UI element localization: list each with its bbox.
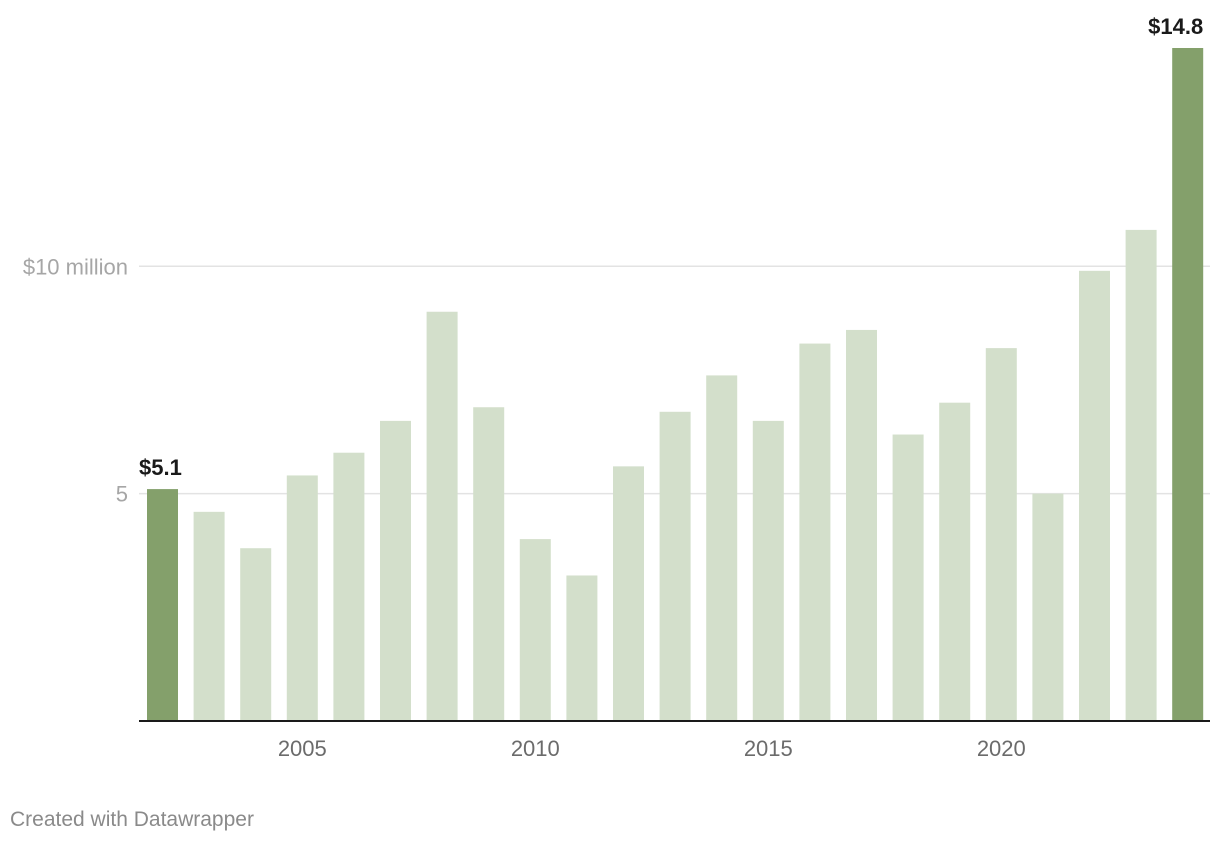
bar-2021 [1032, 493, 1064, 721]
bar-2008 [426, 311, 458, 721]
bar-2016 [799, 343, 831, 721]
x-tick-label: 2010 [511, 736, 560, 761]
bar-2017 [846, 329, 877, 721]
bars [147, 48, 1204, 721]
bar-2005 [286, 475, 318, 721]
bar-2004 [240, 548, 272, 721]
bar-chart: 5 $10 million 2005 2010 2015 2020 $5.1 $14.8 [23, 14, 1210, 761]
bar-2024 [1172, 48, 1204, 721]
bar-2019 [939, 402, 971, 721]
y-tick-label: $10 million [23, 254, 128, 279]
x-tick-label: 2005 [278, 736, 327, 761]
value-label-2002: $5.1 [139, 455, 182, 480]
value-label-2024: $14.8 [1148, 14, 1203, 39]
bar-2023 [1125, 229, 1157, 721]
credit-text: Created with Datawrapper [10, 808, 254, 831]
bar-2018 [892, 434, 924, 721]
y-tick-label: 5 [116, 482, 128, 507]
bar-2010 [519, 539, 551, 721]
bar-2015 [752, 420, 784, 721]
bar-2006 [333, 452, 365, 721]
bar-2009 [473, 407, 505, 721]
labels: 5 $10 million 2005 2010 2015 2020 $5.1 $14.8 [23, 14, 1203, 761]
bar-2013 [659, 411, 691, 721]
bar-2007 [380, 420, 411, 721]
bar-2011 [566, 575, 598, 721]
bar-2003 [193, 511, 225, 721]
bar-2012 [613, 466, 644, 721]
x-tick-label: 2015 [744, 736, 793, 761]
bar-2020 [985, 348, 1017, 721]
bar-2022 [1079, 270, 1110, 721]
x-tick-label: 2020 [977, 736, 1026, 761]
bar-2002 [147, 489, 178, 721]
bar-2014 [706, 375, 738, 721]
